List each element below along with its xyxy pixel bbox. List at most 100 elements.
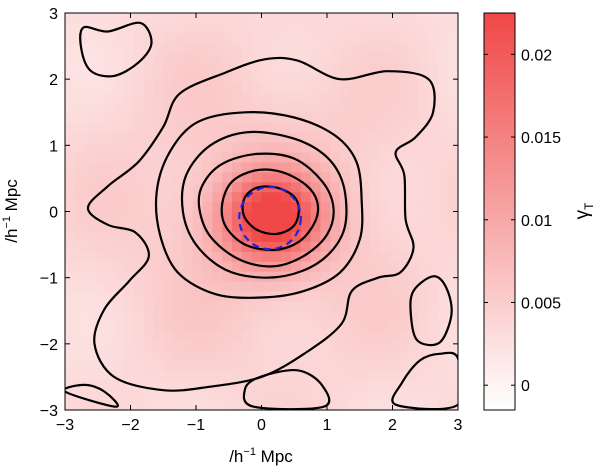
heatmap-cell xyxy=(94,42,105,54)
heatmap-cell xyxy=(290,151,302,163)
heatmap-cell xyxy=(271,112,282,123)
heatmap-cell xyxy=(408,251,420,262)
heatmap-cell xyxy=(173,261,184,272)
heatmap-cell xyxy=(448,251,458,262)
heatmap-cell xyxy=(182,211,194,223)
heatmap-cell xyxy=(94,241,105,252)
heatmap-cell xyxy=(251,290,263,302)
heatmap-cell xyxy=(359,112,371,123)
heatmap-cell xyxy=(222,400,233,410)
heatmap-cell xyxy=(330,300,341,312)
heatmap-cell xyxy=(163,320,174,332)
heatmap-cell xyxy=(84,82,96,93)
heatmap-cell xyxy=(290,300,302,312)
heatmap-cell xyxy=(163,280,174,292)
heatmap-cell xyxy=(428,181,439,193)
heatmap-cell xyxy=(369,310,380,322)
heatmap-cell xyxy=(349,221,361,232)
heatmap-cell xyxy=(114,151,125,163)
heatmap-cell xyxy=(163,380,174,391)
heatmap-cell xyxy=(241,261,253,272)
heatmap-cell xyxy=(300,13,312,24)
heatmap-cell xyxy=(310,62,322,74)
heatmap-cell xyxy=(153,201,164,213)
heatmap-cell xyxy=(133,400,145,410)
heatmap-cell xyxy=(261,241,272,252)
heatmap-cell xyxy=(84,191,96,203)
heatmap-cell xyxy=(349,161,361,173)
heatmap-cell xyxy=(290,231,302,242)
heatmap-cell xyxy=(428,360,439,371)
heatmap-cell xyxy=(192,390,204,401)
heatmap-cell xyxy=(448,42,458,54)
heatmap-cell xyxy=(261,350,272,361)
heatmap-cell xyxy=(389,112,400,123)
heatmap-cell xyxy=(241,22,253,34)
heatmap-cell xyxy=(133,151,145,163)
heatmap-cell xyxy=(448,92,458,103)
heatmap-cell xyxy=(202,340,213,352)
heatmap-cell xyxy=(408,42,420,54)
heatmap-cell xyxy=(300,22,312,34)
heatmap-cell xyxy=(222,102,233,113)
heatmap-cell xyxy=(143,340,155,352)
heatmap-cell xyxy=(222,370,233,381)
heatmap-cell xyxy=(379,320,390,332)
heatmap-cell xyxy=(84,310,96,322)
heatmap-cell xyxy=(271,360,282,371)
heatmap-cell xyxy=(123,201,135,213)
heatmap-cell xyxy=(222,52,233,64)
heatmap-cell xyxy=(133,92,145,103)
heatmap-cell xyxy=(133,320,145,332)
heatmap-cell xyxy=(438,22,449,34)
heatmap-cell xyxy=(153,161,164,173)
heatmap-cell xyxy=(94,191,105,203)
heatmap-cell xyxy=(202,231,213,242)
contour-line xyxy=(180,130,348,279)
heatmap-cell xyxy=(330,191,341,203)
heatmap-cell xyxy=(94,72,105,84)
heatmap-cell xyxy=(232,251,243,262)
heatmap-cell xyxy=(173,42,184,54)
heatmap-cell xyxy=(300,241,312,252)
heatmap-cell xyxy=(182,201,194,213)
heatmap-cell xyxy=(389,62,400,74)
heatmap-cell xyxy=(163,82,174,93)
heatmap-cell xyxy=(163,360,174,371)
heatmap-cell xyxy=(399,62,410,74)
heatmap-cell xyxy=(65,132,76,143)
heatmap-cell xyxy=(379,340,390,352)
heatmap-cell xyxy=(261,280,272,292)
heatmap-cell xyxy=(114,72,125,84)
heatmap-cell xyxy=(153,92,164,103)
heatmap-cell xyxy=(290,221,302,232)
heatmap-cell xyxy=(123,221,135,232)
heatmap-cell xyxy=(251,280,263,292)
heatmap-cell xyxy=(241,201,253,213)
heatmap-cell xyxy=(261,151,272,163)
heatmap-cell xyxy=(251,52,263,64)
heatmap-cell xyxy=(153,181,164,193)
heatmap-cell xyxy=(123,271,135,282)
x-tick-label: 1 xyxy=(323,417,332,434)
heatmap-cell xyxy=(408,261,420,272)
heatmap-cell xyxy=(104,340,115,352)
heatmap-cell xyxy=(379,82,390,93)
heatmap-cell xyxy=(290,22,302,34)
heatmap-cell xyxy=(114,13,125,24)
heatmap-cell xyxy=(281,280,292,292)
heatmap-cell xyxy=(232,112,243,123)
heatmap-cell xyxy=(123,310,135,322)
heatmap-cell xyxy=(271,310,282,322)
heatmap-cell xyxy=(379,42,390,54)
heatmap-cell xyxy=(300,271,312,282)
heatmap-cell xyxy=(212,102,223,113)
heatmap-cell xyxy=(320,261,331,272)
heatmap-cell xyxy=(428,72,439,84)
heatmap-cell xyxy=(261,72,272,84)
heatmap-cell xyxy=(173,370,184,381)
heatmap-cell xyxy=(143,201,155,213)
heatmap-cell xyxy=(212,400,223,410)
heatmap-cell xyxy=(65,251,76,262)
heatmap-cell xyxy=(74,22,86,34)
